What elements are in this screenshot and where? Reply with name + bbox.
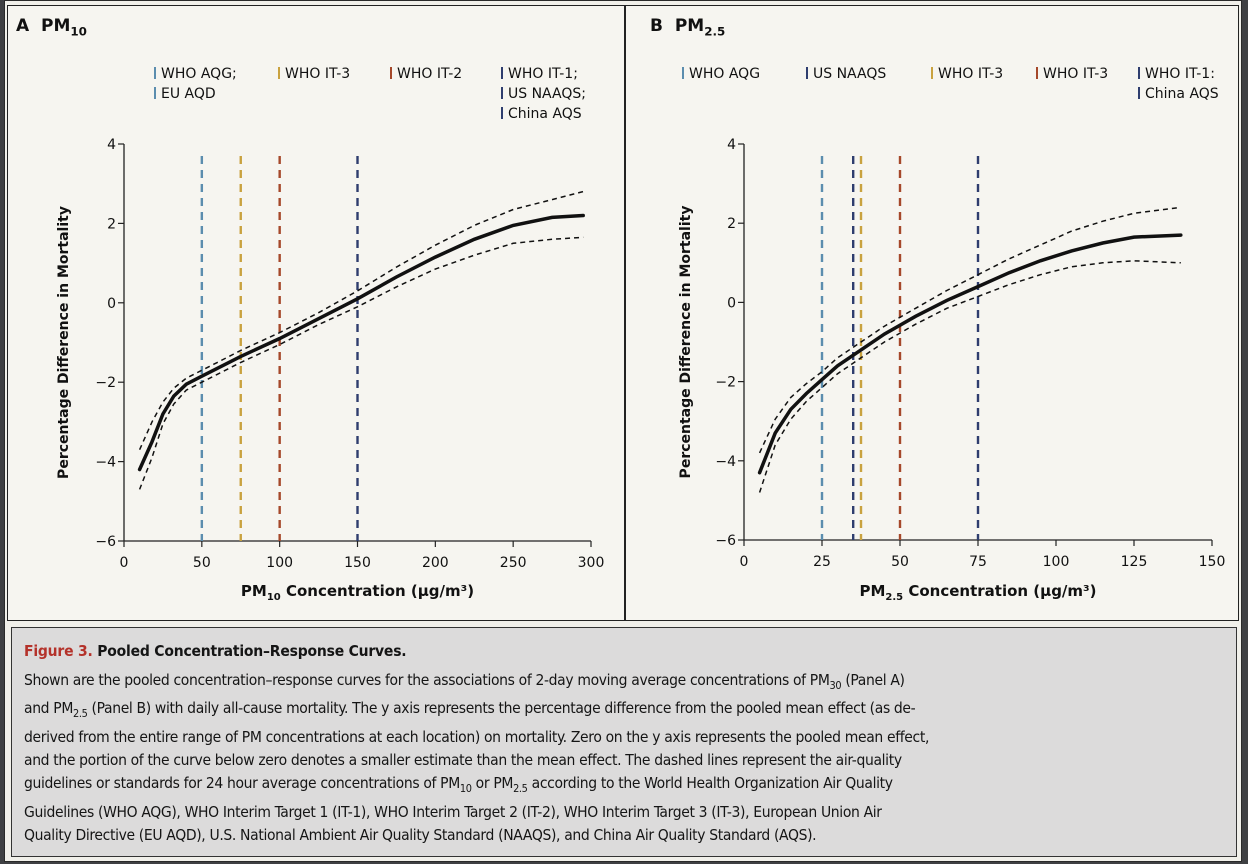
caption-line: Shown are the pooled concentration–respo…	[24, 671, 905, 693]
x-tick-label: 150	[1199, 554, 1226, 570]
panel-b: B PM2.5 0 25 50 75 100 125 150 4 2 0 −2 −4 −6 Percent…	[625, 5, 1239, 621]
legend-marker	[154, 87, 156, 99]
caption-line: Guidelines (WHO AQG), WHO Interim Target…	[24, 802, 882, 821]
y-tick-label: −6	[95, 534, 116, 550]
legend-marker	[501, 107, 503, 119]
legend-marker	[501, 87, 503, 99]
legend-label: WHO IT-1;	[508, 66, 578, 82]
legend-marker	[278, 67, 280, 79]
legend-marker	[1036, 67, 1038, 79]
legend-label: WHO AQG;	[161, 66, 237, 82]
panel-a-title: A PM10	[16, 16, 87, 39]
x-tick-label: 200	[422, 555, 449, 571]
legend-label: US NAAQS;	[508, 86, 586, 102]
y-tick-label: −4	[95, 455, 116, 471]
x-tick-label: 0	[740, 554, 749, 570]
upper-ci-line	[758, 206, 1181, 454]
panel-b-title: B PM2.5	[650, 16, 726, 39]
upper-ci-line	[138, 190, 584, 451]
x-tick-label: 125	[1121, 554, 1148, 570]
y-tick-label: 2	[727, 216, 736, 232]
caption-line: guidelines or standards for 24 hour aver…	[24, 774, 893, 796]
legend-label: China AQS	[1145, 86, 1219, 102]
x-axis-label: PM2.5 Concentration (µg/m³)	[860, 582, 1097, 603]
y-tick-label: 0	[727, 295, 736, 311]
x-tick-label: 250	[500, 555, 527, 571]
legend-label: US NAAQS	[813, 66, 886, 82]
y-axis-label: Percentage Difference in Mortality	[678, 206, 694, 479]
x-tick-label: 300	[578, 555, 605, 571]
legend-marker	[806, 67, 808, 79]
legend-label: WHO IT-3	[938, 66, 1003, 82]
legend-marker	[154, 67, 156, 79]
legend-marker	[501, 67, 503, 79]
legend-label: EU AQD	[161, 86, 216, 102]
chart-b-svg: 0 25 50 75 100 125 150 4 2 0 −2 −4 −6 Percentage Diff…	[678, 66, 1226, 603]
mean-curve-line	[137, 213, 585, 472]
y-tick-label: −6	[715, 533, 736, 549]
y-tick-label: 2	[107, 216, 116, 232]
y-axis-label: Percentage Difference in Mortality	[56, 206, 72, 479]
mean-curve-line	[757, 233, 1183, 475]
legend-marker	[1138, 87, 1140, 99]
lower-ci-line	[758, 260, 1181, 493]
x-tick-label: 0	[120, 555, 129, 571]
legend-label: WHO AQG	[689, 66, 760, 82]
legend-label: WHO IT-2	[397, 66, 462, 82]
y-tick-label: −2	[715, 375, 736, 391]
caption-title-text: Pooled Concentration–Response Curves.	[92, 642, 407, 660]
legend-marker	[682, 67, 684, 79]
legend-label: China AQS	[508, 106, 582, 122]
figure-caption: Figure 3. Pooled Concentration–Response …	[11, 627, 1237, 857]
y-tick-label: 4	[727, 137, 736, 153]
x-tick-label: 25	[813, 554, 831, 570]
y-tick-label: 4	[107, 137, 116, 153]
x-tick-label: 75	[969, 554, 987, 570]
legend-label: WHO IT-1:	[1145, 66, 1215, 82]
legend-marker	[390, 67, 392, 79]
lower-ci-line	[138, 236, 584, 490]
caption-line: and the portion of the curve below zero …	[24, 751, 902, 770]
x-tick-label: 150	[344, 555, 371, 571]
y-tick-label: 0	[107, 296, 116, 312]
legend-label: WHO IT-3	[1043, 66, 1108, 82]
caption-body: Shown are the pooled concentration–respo…	[24, 669, 1226, 847]
legend-label: WHO IT-3	[285, 66, 350, 82]
legend-marker	[1138, 67, 1140, 79]
legend-marker	[931, 67, 933, 79]
caption-line: and PM2.5 (Panel B) with daily all-cause…	[24, 699, 916, 721]
x-axis-label: PM10 Concentration (µg/m³)	[241, 582, 474, 603]
panel-a: A PM10 0 50 100 150 200 250 300 4 2 0 −2 −4 −6 Percen…	[7, 5, 625, 621]
caption-figure-label: Figure 3.	[24, 642, 93, 660]
y-tick-label: −2	[95, 375, 116, 391]
x-tick-label: 50	[193, 555, 211, 571]
x-tick-label: 50	[891, 554, 909, 570]
x-tick-label: 100	[266, 555, 293, 571]
caption-title: Figure 3. Pooled Concentration–Response …	[24, 642, 1226, 660]
x-tick-label: 100	[1043, 554, 1070, 570]
figure-page: A PM10 0 50 100 150 200 250 300 4 2 0 −2 −4 −6 Percen…	[4, 0, 1242, 862]
chart-a-svg: 0 50 100 150 200 250 300 4 2 0 −2 −4 −6 Percentage Di…	[56, 66, 605, 603]
caption-line: Quality Directive (EU AQD), U.S. Nationa…	[24, 826, 817, 845]
caption-line: derived from the entire range of PM conc…	[24, 727, 930, 746]
y-tick-label: −4	[715, 454, 736, 470]
